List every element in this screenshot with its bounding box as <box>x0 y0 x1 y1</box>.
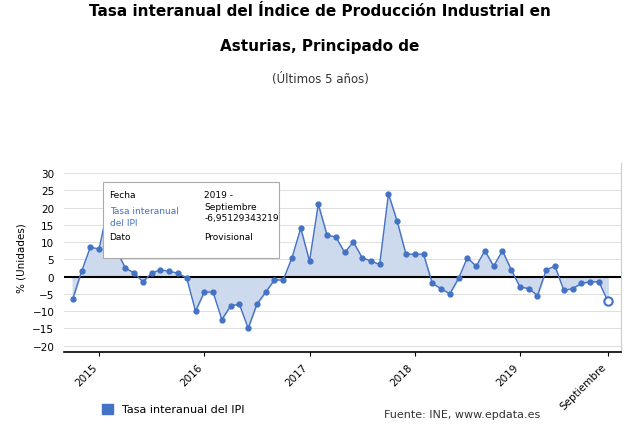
Text: 2019 -
Septiembre: 2019 - Septiembre <box>204 191 257 212</box>
Text: Fecha: Fecha <box>109 191 136 200</box>
Text: Provisional: Provisional <box>204 232 253 241</box>
Text: Tasa interanual del Índice de Producción Industrial en: Tasa interanual del Índice de Producción… <box>89 4 551 19</box>
Text: Dato: Dato <box>109 232 131 241</box>
Text: (Últimos 5 años): (Últimos 5 años) <box>271 73 369 86</box>
Text: Tasa interanual
del IPI: Tasa interanual del IPI <box>109 206 179 227</box>
Text: Fuente: INE, www.epdata.es: Fuente: INE, www.epdata.es <box>384 409 540 419</box>
FancyBboxPatch shape <box>104 182 279 258</box>
Text: -6,95129343219: -6,95129343219 <box>204 213 279 222</box>
Y-axis label: % (Unidades): % (Unidades) <box>17 223 27 293</box>
Legend: Tasa interanual del IPI: Tasa interanual del IPI <box>97 399 249 419</box>
Text: Asturias, Principado de: Asturias, Principado de <box>220 39 420 54</box>
